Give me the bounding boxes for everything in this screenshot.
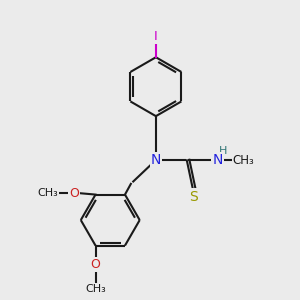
Text: CH₃: CH₃: [37, 188, 58, 198]
Text: CH₃: CH₃: [233, 154, 254, 167]
Text: S: S: [189, 190, 198, 203]
Text: I: I: [154, 29, 158, 43]
Text: H: H: [219, 146, 227, 156]
Text: CH₃: CH₃: [85, 284, 106, 294]
Text: N: N: [212, 153, 223, 167]
Text: N: N: [151, 153, 161, 167]
Text: O: O: [91, 258, 100, 271]
Text: O: O: [69, 187, 79, 200]
